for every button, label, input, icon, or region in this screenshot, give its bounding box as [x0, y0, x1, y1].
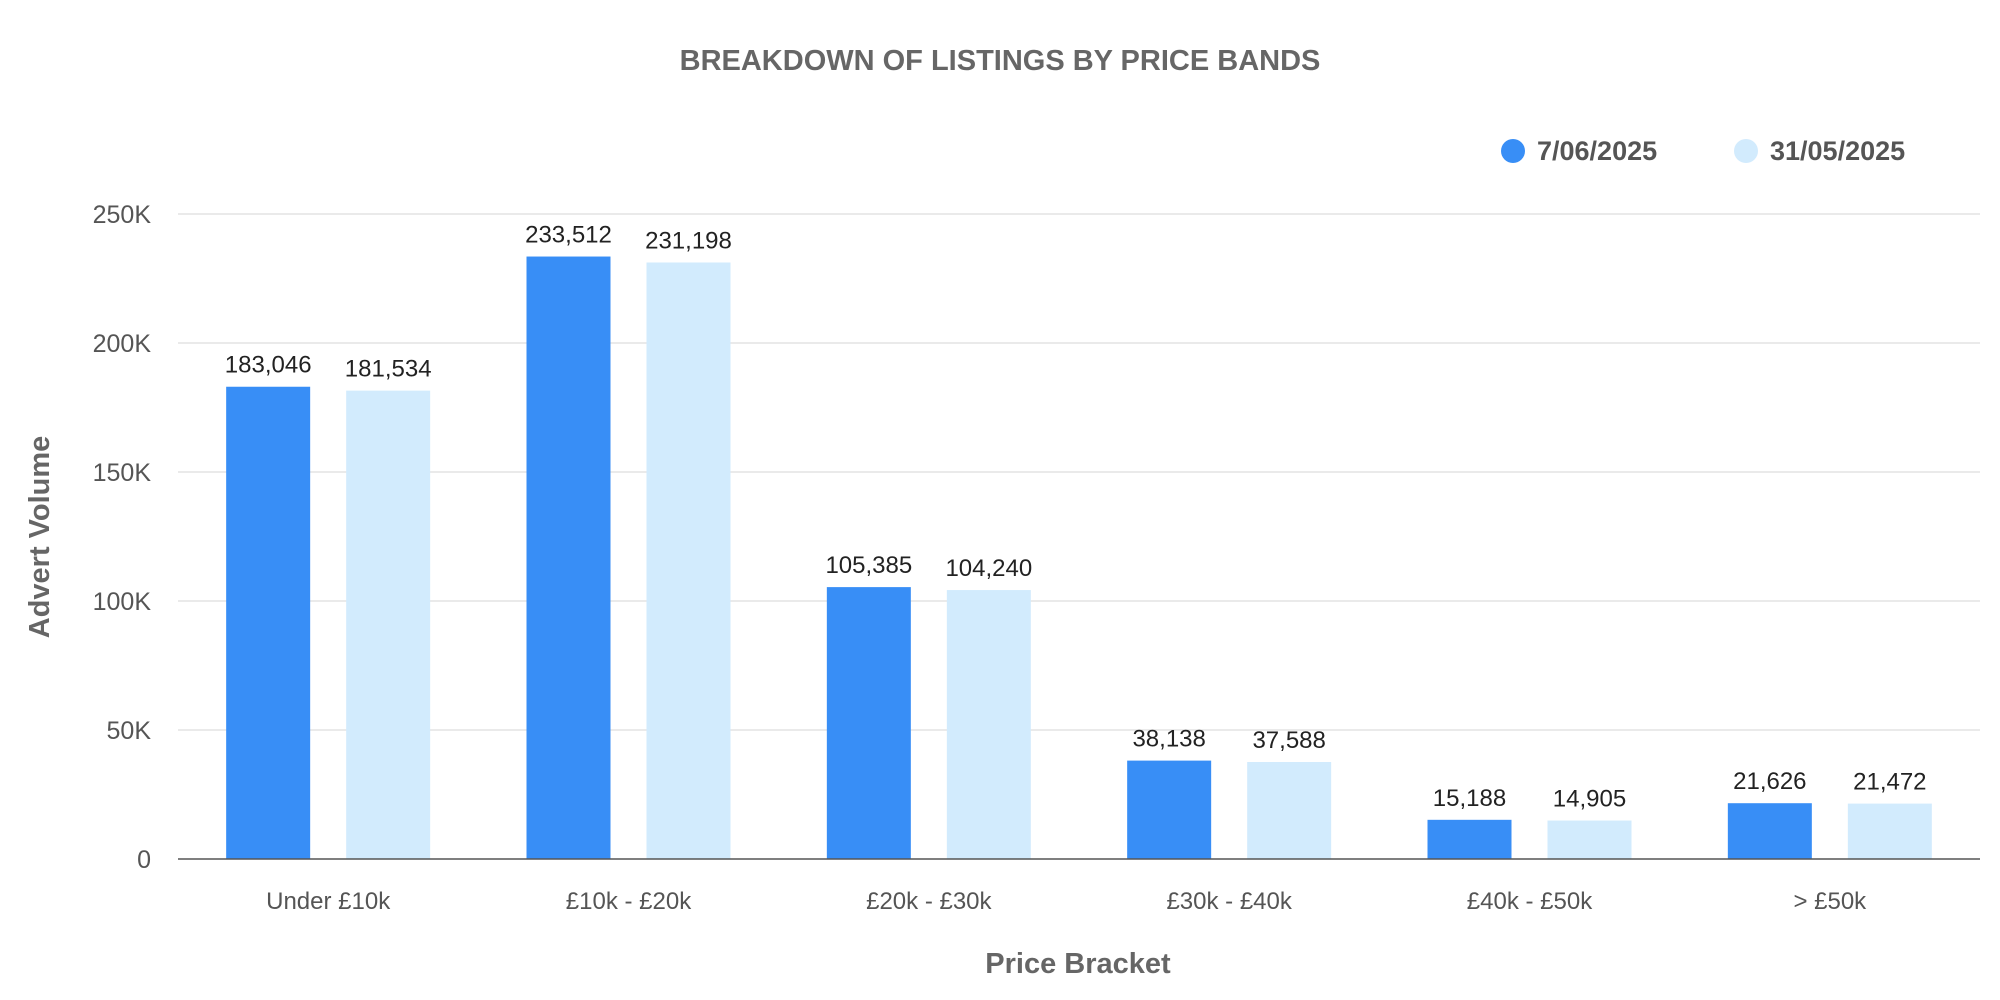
data-label: 21,626	[1733, 768, 1806, 795]
bar-31-05-2025-10k-20k[interactable]	[646, 262, 731, 859]
y-axis-ticks: 0 50K 100K 150K 200K 250K	[93, 201, 152, 874]
bar-31-05-2025-40k-50k[interactable]	[1547, 820, 1632, 859]
y-tick-label: 200K	[93, 330, 152, 358]
legend-marker-7-06-2025	[1501, 139, 1525, 163]
data-label: 181,534	[345, 356, 432, 383]
y-tick-label: 250K	[93, 201, 152, 229]
bar-31-05-2025-30k-40k[interactable]	[1247, 762, 1332, 859]
bar-7-06-2025-40k-50k[interactable]	[1427, 819, 1512, 859]
bar-7-06-2025-under-10k[interactable]	[226, 386, 311, 859]
chart-title: BREAKDOWN OF LISTINGS BY PRICE BANDS	[680, 45, 1321, 77]
data-label: 14,905	[1553, 786, 1626, 813]
data-label: 231,198	[645, 228, 732, 255]
bar-7-06-2025-50k[interactable]	[1727, 803, 1812, 859]
data-labels: 183,046 181,534 233,512 231,198 105,385 104,2…	[225, 222, 1927, 813]
legend-item-7-06-2025[interactable]: 7/06/2025	[1537, 136, 1657, 166]
data-label: 38,138	[1132, 726, 1205, 753]
data-label: 104,240	[945, 555, 1032, 582]
data-label: 15,188	[1433, 785, 1506, 812]
bar-31-05-2025-50k[interactable]	[1847, 803, 1932, 859]
data-label: 183,046	[225, 352, 312, 379]
legend-marker-31-05-2025	[1734, 139, 1758, 163]
x-axis-title: Price Bracket	[985, 948, 1171, 980]
x-tick-label: > £50k	[1793, 888, 1867, 915]
data-label: 233,512	[525, 222, 612, 249]
x-tick-label: Under £10k	[266, 888, 391, 915]
data-label: 37,588	[1252, 727, 1325, 754]
y-tick-label: 50K	[107, 717, 152, 745]
legend: 7/06/2025 31/05/2025	[1501, 136, 1905, 166]
y-tick-label: 100K	[93, 588, 152, 616]
y-axis-title: Advert Volume	[24, 436, 56, 639]
legend-item-31-05-2025[interactable]: 31/05/2025	[1770, 136, 1905, 166]
x-axis-ticks: Under £10k £10k - £20k £20k - £30k £30k - £…	[266, 888, 1867, 915]
x-tick-label: £30k - £40k	[1166, 888, 1292, 915]
x-tick-label: £40k - £50k	[1467, 888, 1593, 915]
data-label: 21,472	[1853, 769, 1926, 796]
gridlines	[178, 213, 1980, 731]
bar-7-06-2025-10k-20k[interactable]	[526, 256, 611, 859]
x-tick-label: £20k - £30k	[866, 888, 992, 915]
bar-31-05-2025-20k-30k[interactable]	[946, 590, 1031, 859]
bars	[226, 256, 1932, 859]
bar-7-06-2025-20k-30k[interactable]	[826, 587, 911, 859]
x-tick-label: £10k - £20k	[566, 888, 692, 915]
y-tick-label: 0	[137, 846, 151, 874]
data-label: 105,385	[825, 552, 912, 579]
bar-7-06-2025-30k-40k[interactable]	[1127, 760, 1212, 859]
y-tick-label: 150K	[93, 459, 152, 487]
bar-31-05-2025-under-10k[interactable]	[346, 390, 431, 859]
